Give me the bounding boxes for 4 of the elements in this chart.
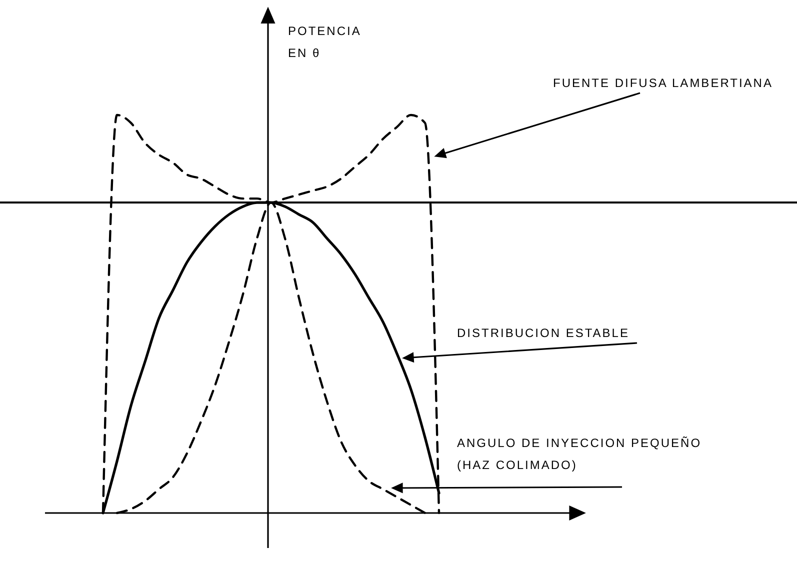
text: DISTRIBUCION ESTABLE bbox=[457, 325, 630, 342]
text: FUENTE DIFUSA LAMBERTIANA bbox=[553, 75, 774, 92]
text: ANGULO DE INYECCION PEQUEÑO (HAZ COLIMADO) bbox=[457, 435, 703, 474]
y-axis-title: POTENCIA EN θ bbox=[288, 23, 362, 62]
